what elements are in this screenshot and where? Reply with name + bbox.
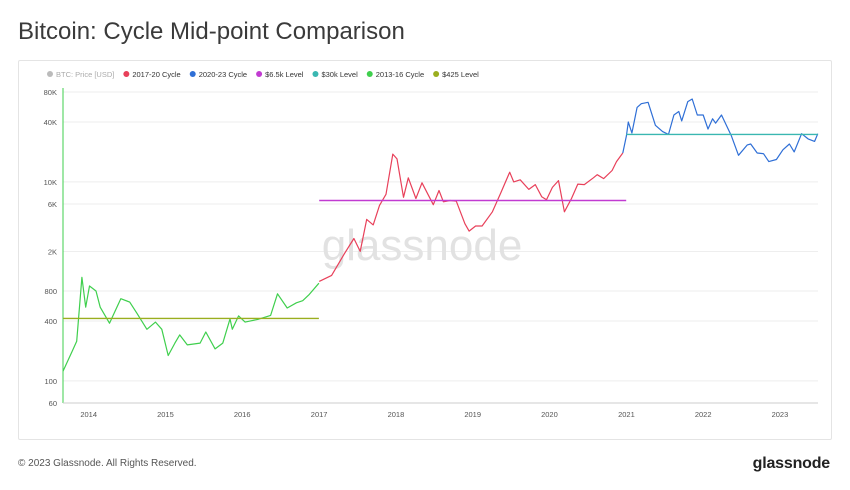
legend-swatch <box>256 71 263 77</box>
series-line <box>62 276 320 372</box>
axes: 60 100 400 800 2K 6K 10K 40K 80K 2014 2015 2016 2017… <box>44 88 818 419</box>
legend-item[interactable]: $30k Level <box>312 70 358 79</box>
series-group <box>62 98 819 372</box>
legend-item[interactable]: BTC: Price [USD] <box>47 70 114 79</box>
legend: BTC: Price [USD] 2017-20 Cycle 2020-23 Cyc… <box>47 70 479 79</box>
x-tick-label: 2014 <box>80 410 97 419</box>
y-tick-label: 10K <box>44 178 57 187</box>
x-tick-label: 2016 <box>234 410 251 419</box>
y-tick-label: 100 <box>44 377 57 386</box>
legend-item[interactable]: $6.5k Level <box>256 70 304 79</box>
legend-swatch <box>366 71 373 77</box>
legend-label: $425 Level <box>442 70 479 79</box>
x-tick-label: 2015 <box>157 410 174 419</box>
y-tick-label: 60 <box>49 399 57 408</box>
legend-swatch <box>47 71 53 77</box>
glassnode-logo: glassnode <box>752 455 831 472</box>
x-tick-label: 2019 <box>464 410 481 419</box>
legend-swatch <box>189 71 196 77</box>
y-tick-label: 6K <box>48 200 57 209</box>
chart-card <box>18 60 832 440</box>
legend-label: $30k Level <box>321 70 358 79</box>
legend-swatch <box>312 71 319 77</box>
legend-item[interactable]: 2017-20 Cycle <box>123 70 181 79</box>
series-line <box>318 152 624 282</box>
x-tick-label: 2021 <box>618 410 635 419</box>
legend-label: BTC: Price [USD] <box>56 70 114 79</box>
x-tick-label: 2022 <box>695 410 712 419</box>
copyright-text: © 2023 Glassnode. All Rights Reserved. <box>18 458 197 469</box>
legend-label: 2013-16 Cycle <box>376 70 424 79</box>
watermark: glassnode <box>322 221 523 270</box>
legend-label: 2020-23 Cycle <box>199 70 247 79</box>
y-tick-label: 40K <box>44 118 57 127</box>
legend-swatch <box>433 71 440 77</box>
page-title: Bitcoin: Cycle Mid-point Comparison <box>18 18 405 45</box>
x-tick-label: 2020 <box>541 410 558 419</box>
x-tick-label: 2023 <box>772 410 789 419</box>
legend-label: $6.5k Level <box>265 70 304 79</box>
legend-item[interactable]: $425 Level <box>433 70 479 79</box>
legend-swatch <box>123 71 130 77</box>
x-tick-label: 2018 <box>388 410 405 419</box>
series-line <box>622 98 819 163</box>
legend-item[interactable]: 2020-23 Cycle <box>189 70 247 79</box>
legend-item[interactable]: 2013-16 Cycle <box>366 70 424 79</box>
y-tick-label: 800 <box>44 287 57 296</box>
y-tick-label: 80K <box>44 88 57 97</box>
y-tick-label: 400 <box>44 317 57 326</box>
y-tick-label: 2K <box>48 247 57 256</box>
legend-label: 2017-20 Cycle <box>132 70 180 79</box>
chart: glassnode BTC: Price [USD] 2017-20 Cycle 2… <box>44 70 819 419</box>
x-tick-label: 2017 <box>311 410 328 419</box>
